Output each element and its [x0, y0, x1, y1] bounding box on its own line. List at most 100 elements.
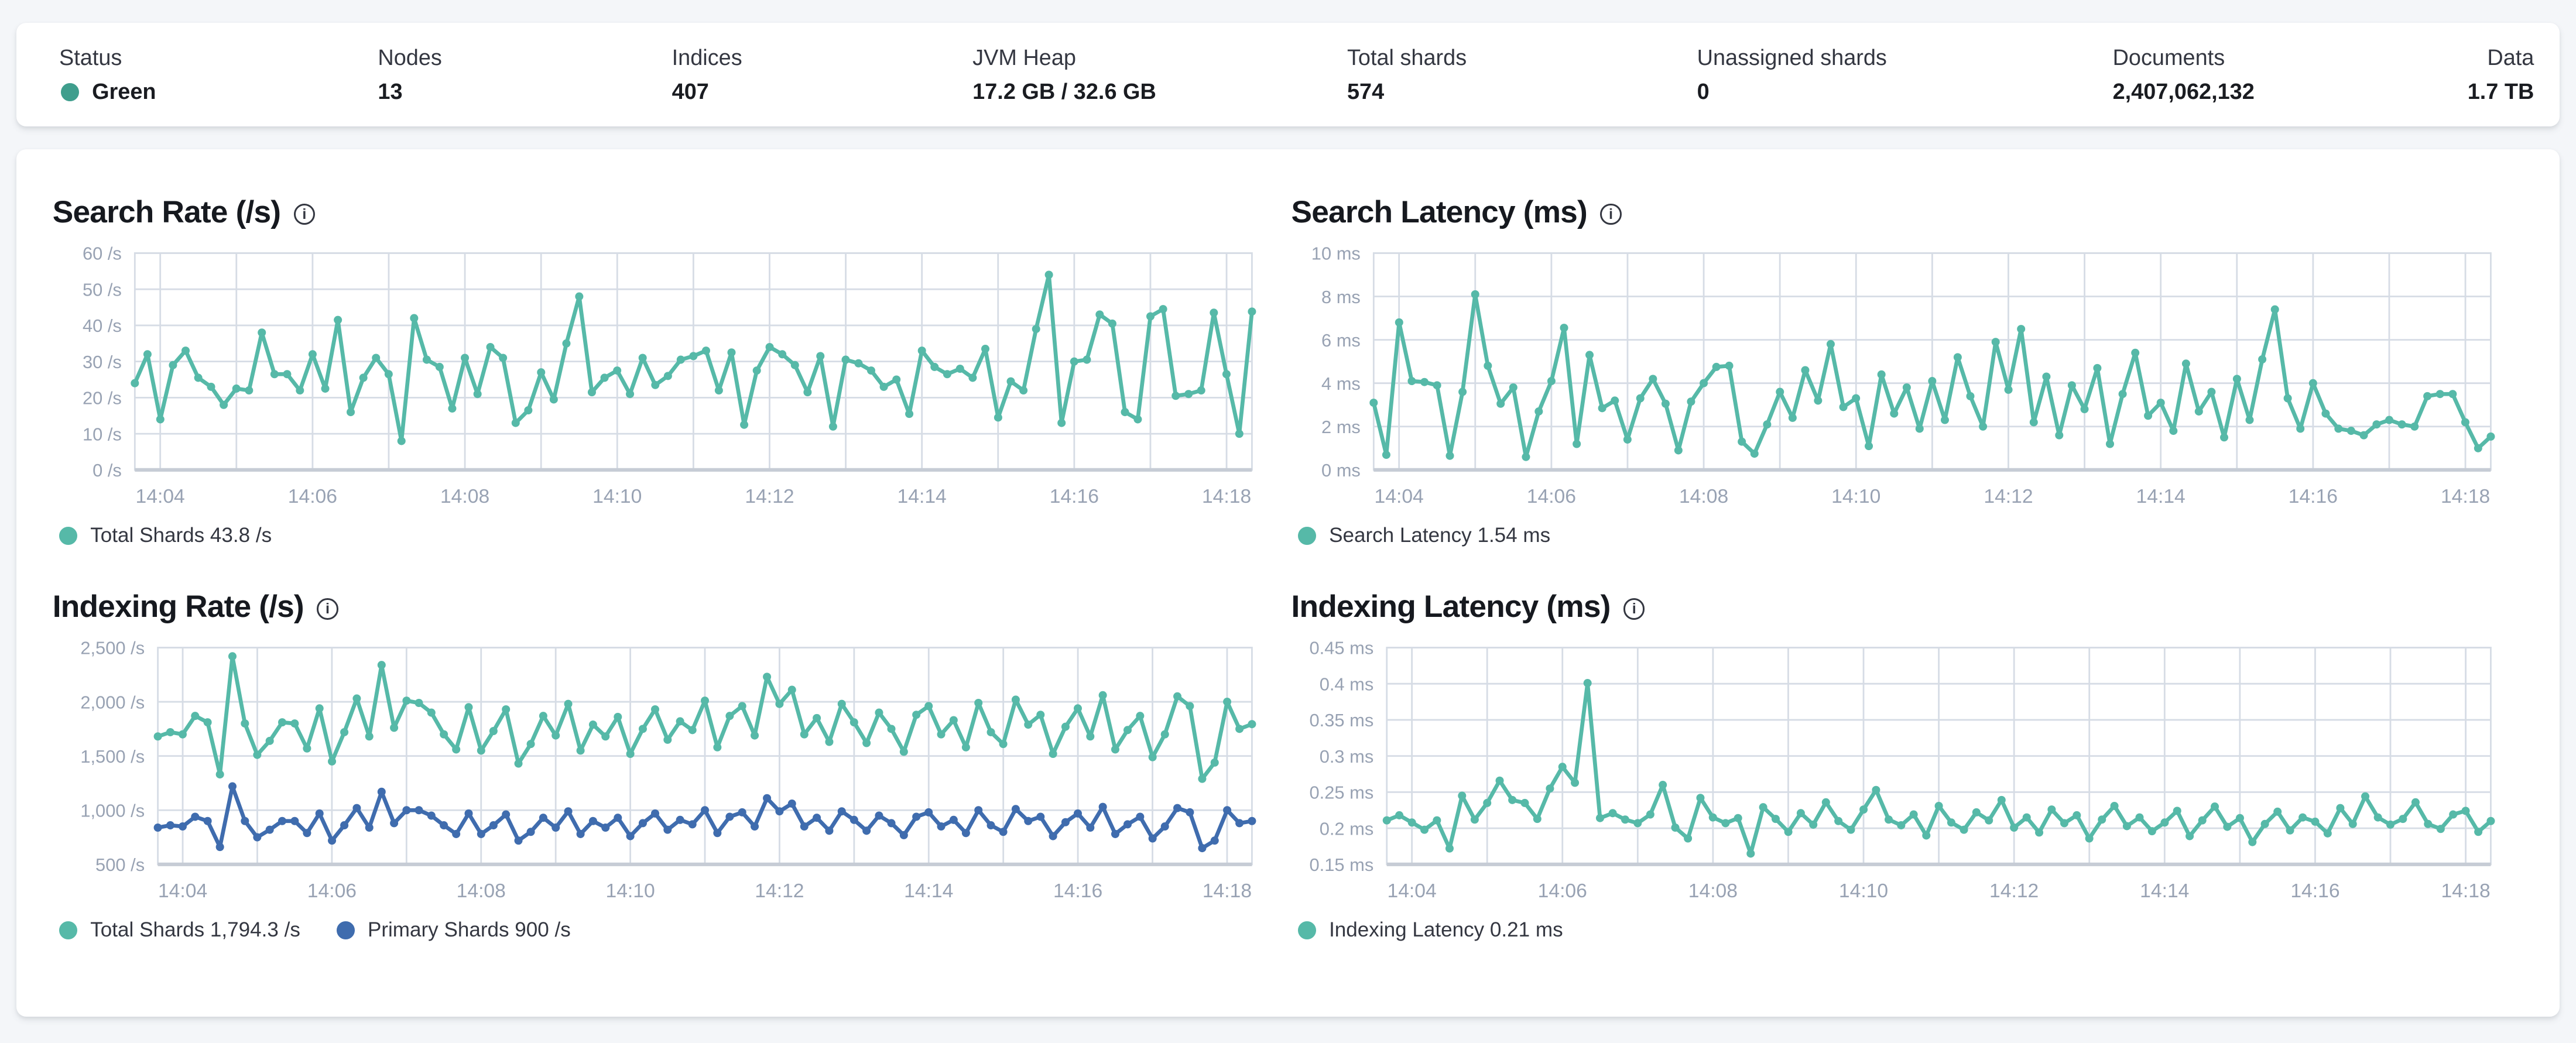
jvm-heap-value: 17.2 GB / 32.6 GB: [972, 79, 1156, 104]
legend-series-dot: [336, 921, 355, 939]
chart-title-indexing-latency: Indexing Latency (ms): [1291, 589, 1611, 625]
svg-text:0.45 ms: 0.45 ms: [1309, 638, 1373, 658]
legend-series-dot: [59, 921, 77, 939]
cluster-summary-bar: Status Green Nodes 13 Indices 407 JVM He…: [16, 23, 2560, 127]
chart-search-latency: Search Latency (ms) 0 ms 2 ms 4 ms 6 ms 8 ms…: [1292, 192, 2500, 547]
svg-text:0 /s: 0 /s: [93, 460, 122, 481]
summary-label: Indices: [672, 45, 742, 70]
nodes-value: 13: [378, 79, 403, 104]
svg-text:14:04: 14:04: [135, 486, 184, 507]
summary-label: Unassigned shards: [1697, 45, 1887, 70]
summary-jvm-heap: JVM Heap 17.2 GB / 32.6 GB: [972, 44, 1347, 105]
svg-text:2 ms: 2 ms: [1321, 417, 1361, 437]
status-green-dot: [60, 83, 79, 101]
legend-item[interactable]: Indexing Latency 0.21 ms: [1297, 918, 1563, 942]
legend-series-label: Search Latency 1.54 ms: [1329, 524, 1551, 547]
svg-text:14:06: 14:06: [1537, 880, 1587, 902]
svg-text:14:08: 14:08: [1679, 486, 1728, 507]
svg-text:14:12: 14:12: [755, 880, 804, 902]
summary-total-shards: Total shards 574: [1347, 44, 1697, 105]
svg-text:8 ms: 8 ms: [1321, 286, 1361, 307]
svg-text:14:10: 14:10: [592, 486, 642, 507]
svg-text:4 ms: 4 ms: [1321, 373, 1361, 394]
info-icon[interactable]: [1623, 598, 1645, 620]
svg-text:40 /s: 40 /s: [83, 315, 122, 336]
info-icon[interactable]: [293, 203, 316, 225]
legend-item[interactable]: Total Shards 43.8 /s: [59, 524, 272, 547]
svg-text:14:16: 14:16: [1050, 486, 1099, 507]
summary-label: Status: [59, 45, 122, 70]
svg-text:14:14: 14:14: [897, 486, 946, 507]
summary-nodes: Nodes 13: [378, 44, 672, 105]
data-size-value: 1.7 TB: [2467, 79, 2534, 104]
svg-text:14:10: 14:10: [1831, 486, 1880, 507]
svg-text:14:12: 14:12: [1989, 880, 2039, 902]
svg-text:14:18: 14:18: [1203, 880, 1252, 902]
svg-text:10 /s: 10 /s: [83, 424, 122, 444]
svg-text:0.3 ms: 0.3 ms: [1319, 746, 1373, 767]
indexing-latency-legend: Indexing Latency 0.21 ms: [1292, 918, 2500, 942]
svg-text:14:04: 14:04: [1387, 880, 1436, 902]
legend-series-dot: [1297, 921, 1316, 939]
svg-text:14:18: 14:18: [2441, 486, 2490, 507]
chart-title-search-rate: Search Rate (/s): [52, 195, 281, 230]
svg-text:14:10: 14:10: [1838, 880, 1888, 902]
indexing-latency-plot[interactable]: 0.15 ms 0.2 ms 0.25 ms 0.3 ms 0.35 ms 0.4 ms 0…: [1292, 634, 2500, 914]
svg-text:14:14: 14:14: [2140, 880, 2189, 902]
svg-text:6 ms: 6 ms: [1321, 330, 1361, 351]
summary-documents: Documents 2,407,062,132: [2113, 44, 2468, 105]
indices-value: 407: [672, 79, 709, 104]
legend-item[interactable]: Primary Shards 900 /s: [336, 918, 571, 942]
summary-unassigned-shards: Unassigned shards 0: [1697, 44, 2113, 105]
svg-text:14:16: 14:16: [1053, 880, 1102, 902]
summary-label: Total shards: [1347, 45, 1467, 70]
legend-series-dot: [1297, 526, 1316, 545]
summary-label: JVM Heap: [972, 45, 1076, 70]
svg-text:14:14: 14:14: [904, 880, 953, 902]
svg-text:14:18: 14:18: [2441, 880, 2490, 902]
svg-text:2,000 /s: 2,000 /s: [80, 692, 145, 712]
svg-text:2,500 /s: 2,500 /s: [80, 638, 145, 658]
legend-item[interactable]: Total Shards 1,794.3 /s: [59, 918, 300, 942]
legend-series-label: Primary Shards 900 /s: [367, 918, 571, 942]
search-latency-plot[interactable]: 0 ms 2 ms 4 ms 6 ms 8 ms 10 ms 14:04 14:06 14:08…: [1292, 240, 2500, 519]
indexing-rate-plot[interactable]: 500 /s 1,000 /s 1,500 /s 2,000 /s 2,500 /s 14…: [53, 634, 1262, 914]
svg-text:14:18: 14:18: [1202, 486, 1251, 507]
svg-text:14:12: 14:12: [745, 486, 794, 507]
svg-text:14:06: 14:06: [288, 486, 337, 507]
summary-label: Nodes: [378, 45, 442, 70]
svg-text:14:14: 14:14: [2136, 486, 2185, 507]
svg-text:14:08: 14:08: [440, 486, 489, 507]
info-icon[interactable]: [317, 598, 338, 620]
svg-text:10 ms: 10 ms: [1311, 243, 1360, 263]
search-rate-legend: Total Shards 43.8 /s: [53, 524, 1262, 547]
indexing-rate-legend: Total Shards 1,794.3 /s Primary Shards 90…: [53, 918, 1262, 942]
legend-series-dot: [59, 526, 77, 545]
search-rate-plot[interactable]: 0 /s 10 /s 20 /s 30 /s 40 /s 50 /s 60 /s 14:04 1…: [53, 240, 1262, 519]
svg-text:30 /s: 30 /s: [83, 352, 122, 372]
svg-text:14:10: 14:10: [605, 880, 655, 902]
svg-text:0.35 ms: 0.35 ms: [1309, 710, 1373, 730]
svg-text:0.25 ms: 0.25 ms: [1309, 782, 1373, 802]
svg-text:0.4 ms: 0.4 ms: [1319, 674, 1373, 694]
svg-text:0.2 ms: 0.2 ms: [1319, 818, 1373, 839]
legend-item[interactable]: Search Latency 1.54 ms: [1297, 524, 1551, 547]
svg-text:14:16: 14:16: [2288, 486, 2337, 507]
status-value: Green: [92, 79, 156, 104]
legend-series-label: Total Shards 1,794.3 /s: [90, 918, 300, 942]
chart-title-indexing-rate: Indexing Rate (/s): [52, 589, 304, 625]
svg-text:50 /s: 50 /s: [83, 279, 122, 300]
summary-status: Status Green: [59, 44, 378, 105]
svg-text:14:12: 14:12: [1984, 486, 2033, 507]
svg-text:60 /s: 60 /s: [83, 243, 122, 263]
svg-text:1,000 /s: 1,000 /s: [80, 800, 145, 821]
chart-search-rate: Search Rate (/s) 0 /s 10 /s 20 /s 30 /s 40 /…: [53, 192, 1262, 547]
info-icon[interactable]: [1600, 203, 1622, 225]
svg-text:14:04: 14:04: [158, 880, 207, 902]
chart-indexing-rate: Indexing Rate (/s) 500 /s 1,000 /s 1,500 /…: [53, 586, 1262, 942]
search-latency-legend: Search Latency 1.54 ms: [1292, 524, 2500, 547]
chart-title-search-latency: Search Latency (ms): [1291, 195, 1588, 230]
legend-series-label: Total Shards 43.8 /s: [90, 524, 272, 547]
summary-label: Data: [2487, 45, 2534, 70]
